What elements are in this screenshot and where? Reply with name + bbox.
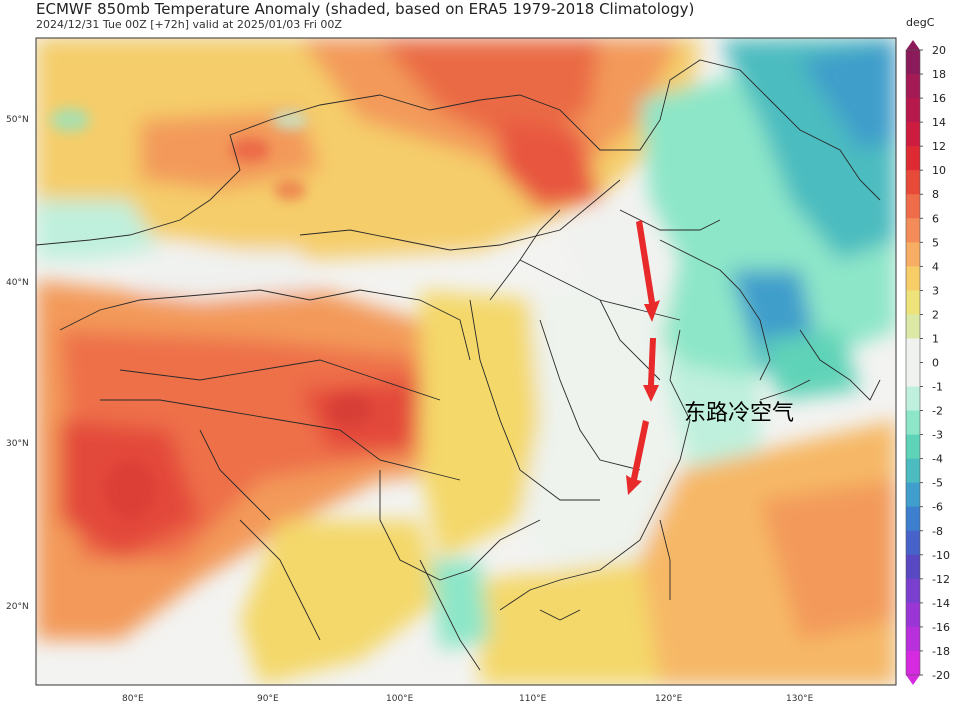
colorbar-swatch — [906, 290, 920, 315]
colorbar-swatch — [906, 650, 920, 676]
colorbar-tick-label: -18 — [932, 645, 950, 658]
colorbar-tick-label: -12 — [932, 573, 950, 586]
lon-label-110: 110°E — [519, 694, 547, 704]
colorbar-swatch — [906, 362, 920, 388]
colorbar-tick-label: 2 — [932, 308, 939, 321]
lat-label-20: 20°N — [6, 602, 29, 612]
colorbar-swatch — [906, 386, 920, 412]
colorbar-tick-label: -16 — [932, 621, 950, 634]
colorbar-tick-label: 1 — [932, 332, 939, 345]
colorbar-tick-label: -14 — [932, 597, 950, 610]
colorbar-tick-label: 14 — [932, 116, 946, 129]
colorbar-swatch — [906, 338, 920, 363]
colorbar-swatch — [906, 602, 920, 628]
map-title: ECMWF 850mb Temperature Anomaly (shaded,… — [36, 0, 695, 18]
colorbar-swatch — [906, 98, 920, 123]
cold-air-arrows — [626, 220, 660, 495]
lon-label-90: 90°E — [257, 694, 279, 704]
boundary-lines — [36, 59, 881, 671]
lon-label-120: 120°E — [655, 694, 683, 704]
colorbar-swatch — [906, 218, 920, 243]
colorbar-extend-top — [906, 40, 920, 50]
colorbar-extend-bottom — [906, 675, 920, 685]
colorbar-tick-label: -20 — [932, 669, 950, 682]
colorbar-tick-label: 12 — [932, 140, 946, 153]
cold-air-annotation: 东路冷空气 — [684, 401, 794, 426]
colorbar-unit: degC — [906, 16, 935, 29]
colorbar-swatch — [906, 74, 920, 99]
colorbar-tick-label: -4 — [932, 453, 943, 466]
colorbar-swatch — [906, 458, 920, 484]
map-subtitle: 2024/12/31 Tue 00Z [+72h] valid at 2025/… — [36, 18, 342, 31]
colorbar-tick-label: 18 — [932, 68, 946, 81]
colorbar-swatch — [906, 314, 920, 339]
colorbar-swatch — [906, 554, 920, 580]
colorbar-swatch — [906, 626, 920, 652]
lon-label-80: 80°E — [122, 694, 144, 704]
colorbar-swatch — [906, 530, 920, 556]
colorbar-swatch — [906, 482, 920, 508]
colorbar-swatch — [906, 578, 920, 604]
colorbar-swatch — [906, 410, 920, 436]
colorbar-swatch — [906, 506, 920, 532]
colorbar-tick-label: -1 — [932, 381, 943, 394]
colorbar-tick-label: 20 — [932, 44, 946, 57]
colorbar-swatch — [906, 266, 920, 291]
colorbar: 20181614121086543210-1-2-3-4-5-6-8-10-12… — [905, 40, 950, 685]
colorbar-tick-label: -5 — [932, 477, 943, 490]
colorbar-swatch — [906, 146, 920, 171]
colorbar-tick-label: 0 — [932, 357, 939, 370]
anomaly-field — [36, 38, 896, 685]
lon-label-100: 100°E — [386, 694, 414, 704]
arrow-north — [636, 220, 660, 322]
colorbar-tick-label: 8 — [932, 188, 939, 201]
colorbar-swatch — [906, 194, 920, 219]
colorbar-swatch — [906, 122, 920, 147]
colorbar-tick-label: -3 — [932, 429, 943, 442]
lon-label-130: 130°E — [786, 694, 814, 704]
colorbar-tick-label: -2 — [932, 405, 943, 418]
colorbar-tick-label: 3 — [932, 284, 939, 297]
colorbar-swatch — [906, 242, 920, 267]
colorbar-swatch — [906, 434, 920, 460]
colorbar-tick-label: 10 — [932, 164, 946, 177]
colorbar-tick-label: 4 — [932, 260, 939, 273]
lat-label-40: 40°N — [6, 278, 29, 288]
arrow-middle — [643, 338, 659, 402]
map-frame — [35, 37, 897, 686]
lat-label-50: 50°N — [6, 115, 29, 125]
colorbar-tick-label: 6 — [932, 212, 939, 225]
lat-label-30: 30°N — [6, 439, 29, 449]
colorbar-tick-label: -10 — [932, 549, 950, 562]
colorbar-tick-label: 16 — [932, 92, 946, 105]
colorbar-swatch — [906, 170, 920, 195]
colorbar-tick-label: 5 — [932, 236, 939, 249]
colorbar-tick-label: -6 — [932, 501, 943, 514]
colorbar-swatch — [906, 50, 920, 75]
arrow-south — [626, 420, 649, 495]
colorbar-tick-label: -8 — [932, 525, 943, 538]
